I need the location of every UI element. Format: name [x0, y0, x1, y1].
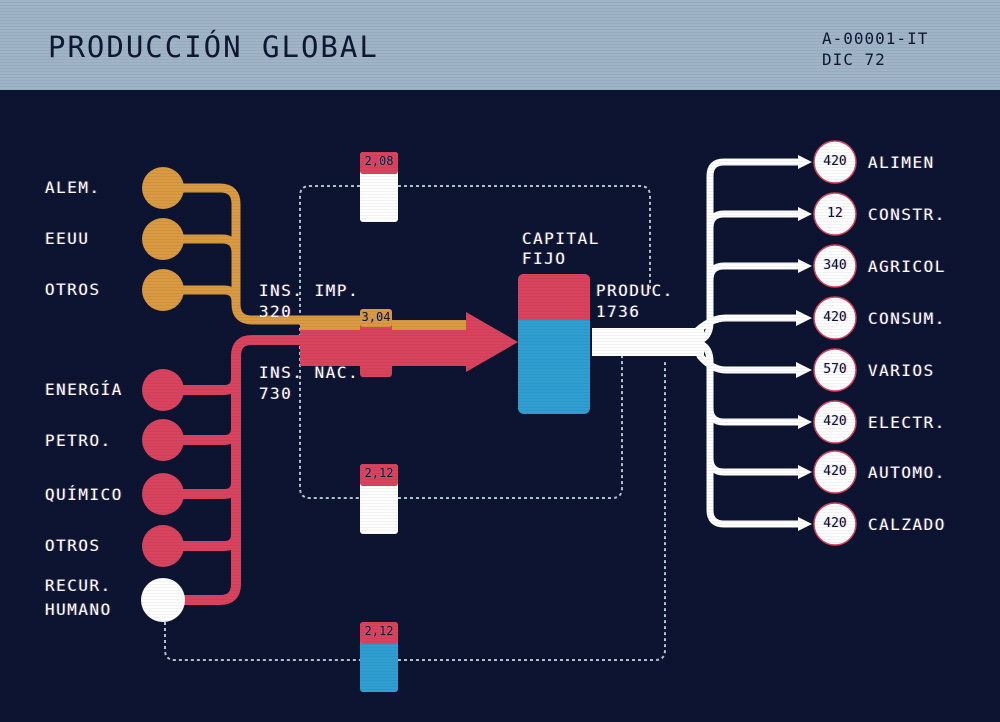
produc-label: PRODUC.: [596, 281, 674, 300]
input-label-quimico: QUÍMICO: [45, 485, 123, 504]
branch-constr: [706, 210, 804, 232]
input-label-alem: ALEM.: [45, 178, 101, 197]
ratio-bottom-value: 2,12: [364, 624, 394, 638]
output-node-alimen: [813, 140, 857, 184]
imported-connectors: [160, 183, 365, 325]
ratio-box-bottom: [360, 622, 398, 692]
loop-bottom-right: [398, 360, 666, 661]
loop-right-top: [398, 185, 651, 290]
ratio-box-top: [360, 152, 398, 222]
capital-fijo-label-line1: CAPITAL: [522, 229, 600, 248]
main-flow-arrowhead: [466, 312, 518, 372]
output-trunk: [592, 328, 704, 356]
imported-nodes: [142, 167, 184, 311]
branch-consum: [694, 314, 804, 334]
output-label-constr: CONSTR.: [868, 205, 946, 224]
document-code-id: A-00001-IT: [822, 29, 929, 48]
header-bar: PRODUCCIÓN GLOBAL A-00001-IT DIC 72: [0, 0, 1000, 90]
produc-value: 1736: [596, 302, 641, 321]
loop-bottom: [164, 610, 360, 661]
output-node-agricol: [813, 244, 857, 288]
loop-right-bottom: [398, 355, 623, 499]
input-label-otros-nac: OTROS: [45, 536, 101, 555]
page-title: PRODUCCIÓN GLOBAL: [48, 30, 379, 64]
node-recur-humano: [141, 578, 185, 622]
output-label-automo: AUTOMO.: [868, 463, 946, 482]
node-alem: [142, 167, 184, 209]
output-node-constr: [813, 192, 857, 236]
output-arrowheads: [796, 155, 812, 531]
node-eeuu: [142, 218, 184, 260]
ins-imp-label-block: INS. IMP. 320: [259, 280, 359, 322]
branch-agricol: [706, 262, 804, 284]
output-value-electr: 420: [823, 414, 847, 429]
output-label-alimen: ALIMEN: [868, 153, 935, 172]
input-label-energia: ENERGÍA: [45, 380, 123, 399]
output-label-calzado: CALZADO: [868, 515, 946, 534]
node-quimico: [142, 473, 184, 515]
output-value-alimen: 420: [823, 154, 847, 169]
branch-automo: [706, 454, 804, 476]
node-otros-imp: [142, 269, 184, 311]
output-value-consum: 420: [823, 310, 847, 325]
branch-electr: [706, 404, 804, 426]
output-value-calzado: 420: [823, 516, 847, 531]
output-label-electr: ELECTR.: [868, 413, 946, 432]
connector-recur: [160, 335, 365, 605]
input-label-petro: PETRO.: [45, 431, 112, 450]
capital-fijo-box: [518, 274, 590, 414]
ratio-main-value: 3,04: [361, 310, 391, 324]
connector-quimico: [160, 477, 241, 499]
output-node-calzado: [813, 502, 857, 546]
output-label-consum: CONSUM.: [868, 309, 946, 328]
document-date: DIC 72: [822, 50, 886, 69]
output-value-varios: 570: [823, 362, 847, 377]
national-nodes: [141, 369, 185, 622]
output-value-automo: 420: [823, 464, 847, 479]
input-label-eeuu: EEUU: [45, 229, 90, 248]
connector-otros-nac: [160, 529, 241, 551]
ins-nac-value: 730: [259, 384, 293, 403]
ratio-top-value: 2,08: [364, 154, 394, 168]
connector-energia: [160, 373, 241, 395]
ratio-middle-value: 2,12: [364, 466, 394, 480]
input-label-otros-imp: OTROS: [45, 280, 101, 299]
ins-imp-value: 320: [259, 302, 293, 321]
input-label-humano: HUMANO: [45, 600, 112, 619]
document-code: A-00001-IT DIC 72: [822, 28, 928, 70]
output-value-agricol: 340: [823, 258, 847, 273]
output-value-constr: 12: [827, 206, 843, 221]
output-node-electr: [813, 400, 857, 444]
ins-imp-label: INS. IMP.: [259, 281, 360, 300]
connector-petro: [160, 423, 241, 445]
input-label-recur: RECUR.: [45, 576, 112, 595]
output-nodes: [813, 140, 857, 546]
capital-fijo-label-block: CAPITAL FIJO: [522, 229, 600, 269]
produc-label-block: PRODUC. 1736: [596, 280, 674, 322]
ratio-box-main: [360, 309, 392, 377]
output-node-varios: [813, 348, 857, 392]
branch-varios: [696, 352, 804, 374]
ins-nac-label: INS. NAC.: [259, 363, 360, 382]
output-label-varios: VARIOS: [868, 361, 935, 380]
input-label-recur-humano: RECUR. HUMANO: [45, 574, 112, 622]
production-flow-diagram: [141, 140, 857, 692]
output-distribution: [686, 158, 804, 528]
ratio-box-middle: [360, 464, 398, 534]
node-petro: [142, 419, 184, 461]
output-label-agricol: AGRICOL: [868, 257, 946, 276]
national-connectors: [160, 335, 365, 605]
connector-otros-imp: [160, 285, 241, 307]
output-node-automo: [813, 450, 857, 494]
capital-fijo-label-line2: FIJO: [522, 249, 567, 268]
node-energia: [142, 369, 184, 411]
ins-nac-label-block: INS. NAC. 730: [259, 362, 359, 404]
node-otros-nac: [142, 525, 184, 567]
output-node-consum: [813, 296, 857, 340]
connector-eeuu: [160, 234, 241, 258]
